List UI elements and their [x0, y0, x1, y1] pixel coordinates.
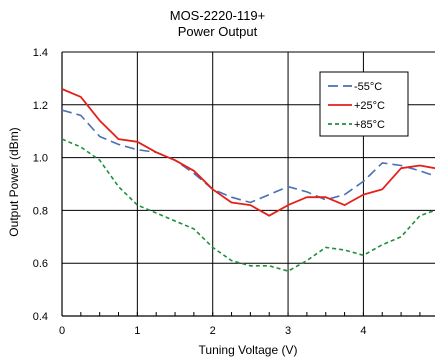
tick-labels: 0.4 0.6 0.8 1.0 1.2 1.4 0 1 2 3 4 — [33, 47, 367, 337]
y-tick-label: 1.2 — [33, 100, 48, 112]
x-tick-label: 0 — [59, 325, 65, 337]
x-tick-label: 1 — [134, 325, 140, 337]
y-tick-label: 0.8 — [33, 205, 48, 217]
legend-label: -55°C — [354, 81, 382, 93]
y-tick-label: 0.6 — [33, 258, 48, 270]
chart-subtitle: Power Output — [177, 24, 258, 39]
chart-title: MOS-2220-119+ — [169, 8, 266, 23]
x-tick-label: 3 — [285, 325, 291, 337]
chart-axes — [61, 52, 435, 317]
y-axis-label: Output Power (dBm) — [7, 127, 21, 236]
legend-label: +25°C — [354, 100, 385, 112]
x-tick-label: 4 — [360, 325, 366, 337]
y-tick-label: 0.4 — [33, 311, 48, 323]
legend-box — [319, 71, 409, 137]
legend-label: +85°C — [354, 119, 385, 131]
series-line-2 — [61, 88, 435, 217]
series-line-1 — [61, 109, 435, 204]
y-tick-label: 1.4 — [33, 47, 48, 59]
series-line-3 — [61, 138, 435, 272]
y-tick-label: 1.0 — [33, 153, 48, 165]
chart-legend: -55°C +25°C +85°C — [319, 71, 409, 137]
x-tick-label: 2 — [210, 325, 216, 337]
series-layer — [61, 88, 435, 272]
x-axis-label: Tuning Voltage (V) — [199, 343, 298, 357]
